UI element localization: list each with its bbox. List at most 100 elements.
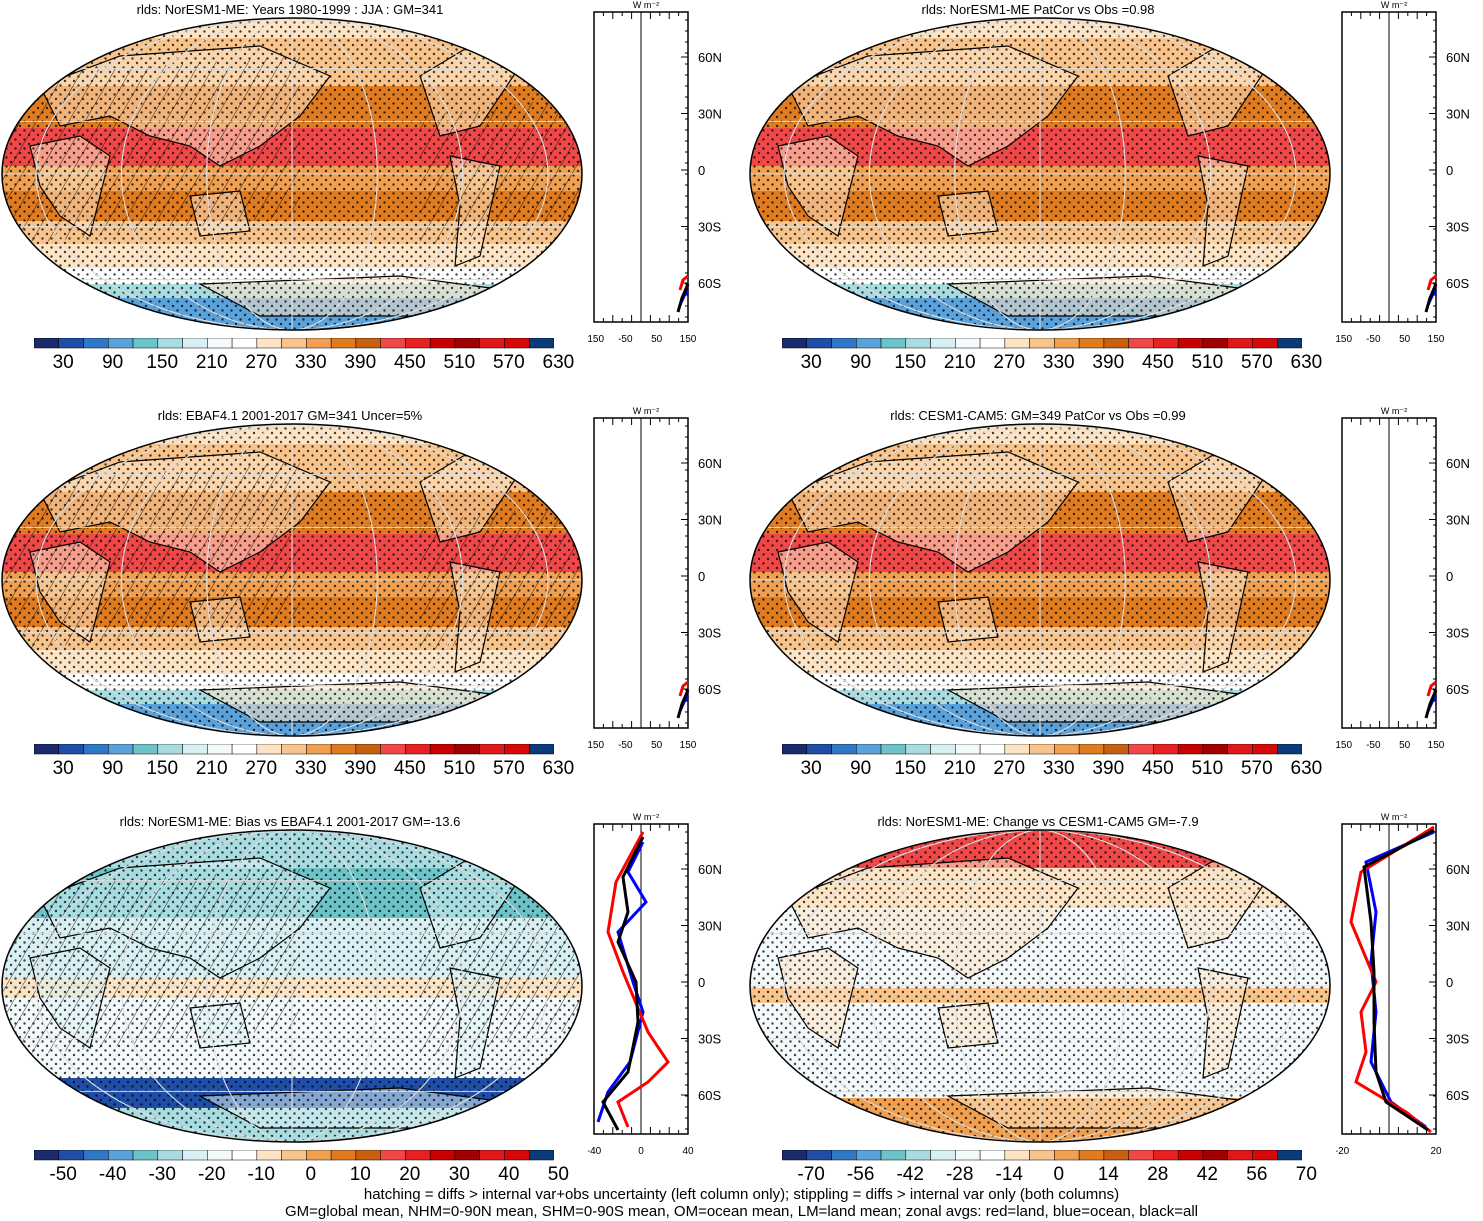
zonal-unit-label: W m⁻² <box>1381 406 1407 416</box>
colorbar-tick-label: 90 <box>850 352 872 373</box>
colorbar-tick-label: 450 <box>1141 758 1174 779</box>
zonal-lat-label: 30N <box>1446 919 1470 934</box>
zonal-x-tick-label: 150 <box>680 740 697 751</box>
colorbar-tick-label: 210 <box>195 758 228 779</box>
panel-p5: rlds: NorESM1-ME: Bias vs EBAF4.1 2001-2… <box>0 812 740 1212</box>
zonal-lat-label: 30S <box>698 220 721 235</box>
colorbar-tick-label: 330 <box>294 758 327 779</box>
colorbar-tick-label: 570 <box>1240 352 1273 373</box>
zonal-lat-label: 60S <box>1446 682 1469 697</box>
zonal-x-tick-label: 150 <box>1428 740 1445 751</box>
colorbar <box>34 744 554 755</box>
zonal-lat-label: 0 <box>698 163 705 178</box>
zonal-mean-plot: W m⁻² 60N 30N 0 30S 60S -150 -50 50 150 <box>1336 406 1470 751</box>
map-title: rlds: NorESM1-ME: Change vs CESM1-CAM5 G… <box>877 814 1199 829</box>
colorbar-tick-label: 0 <box>1053 1164 1065 1185</box>
zonal-x-tick-label: 40 <box>682 1146 694 1157</box>
colorbar <box>34 338 554 349</box>
zonal-x-tick-label: -150 <box>588 740 604 751</box>
zonal-x-tick-label: -20 <box>1336 1146 1350 1157</box>
zonal-lat-label: 60S <box>698 1088 721 1103</box>
colorbar-tick-label: 150 <box>894 758 927 779</box>
zonal-x-tick-label: -40 <box>588 1146 602 1157</box>
colorbar-tick-label: 28 <box>1147 1164 1169 1185</box>
zonal-lat-label: 30N <box>1446 513 1470 528</box>
colorbar-tick-label: 50 <box>547 1164 569 1185</box>
colorbar-tick-label: 90 <box>102 352 124 373</box>
colorbar-tick-label: 570 <box>492 758 525 779</box>
colorbar <box>782 1150 1302 1161</box>
colorbar-labels: -70 -56 -42 -28 -14 0 14 28 42 56 70 <box>782 1164 1317 1188</box>
colorbar-tick-label: 150 <box>146 758 179 779</box>
zonal-lat-label: 60N <box>698 456 722 471</box>
colorbar-tick-label: 150 <box>146 352 179 373</box>
colorbar-tick-label: 390 <box>344 758 377 779</box>
zonal-x-tick-label: -50 <box>618 740 633 751</box>
colorbar-tick-label: 30 <box>800 352 822 373</box>
zonal-lat-label: 30S <box>698 626 721 641</box>
colorbar-tick-label: 450 <box>1141 352 1174 373</box>
zonal-lat-label: 60S <box>1446 276 1469 291</box>
zonal-lat-label: 0 <box>1446 975 1453 990</box>
colorbar-tick-label: 14 <box>1097 1164 1119 1185</box>
colorbar-tick-label: 450 <box>393 352 426 373</box>
zonal-lat-label: 0 <box>698 569 705 584</box>
panel-p2: rlds: NorESM1-ME PatCor vs Obs =0.98 30 90… <box>748 0 1483 400</box>
zonal-unit-label: W m⁻² <box>633 812 659 822</box>
zonal-unit-label: W m⁻² <box>1381 812 1407 822</box>
panel-p1: rlds: NorESM1-ME: Years 1980-1999 : JJA … <box>0 0 740 400</box>
colorbar-tick-label: 10 <box>349 1164 371 1185</box>
zonal-lat-label: 60S <box>1446 1088 1469 1103</box>
colorbar-tick-label: 270 <box>245 352 278 373</box>
colorbar-tick-label: 210 <box>943 352 976 373</box>
colorbar-tick-label: 150 <box>894 352 927 373</box>
colorbar <box>782 744 1302 755</box>
footer-line-2: GM=global mean, NHM=0-90N mean, SHM=0-90… <box>284 1203 1198 1220</box>
panel-p4: rlds: CESM1-CAM5: GM=349 PatCor vs Obs =… <box>748 406 1483 806</box>
zonal-lat-label: 60N <box>1446 456 1470 471</box>
colorbar-tick-label: 40 <box>498 1164 520 1185</box>
colorbar-tick-label: -20 <box>197 1164 226 1185</box>
colorbar-tick-label: 510 <box>1191 352 1224 373</box>
panel-p3: rlds: EBAF4.1 2001-2017 GM=341 Uncer=5% 3… <box>0 406 740 806</box>
zonal-x-tick-label: 50 <box>1399 740 1411 751</box>
colorbar-tick-label: -56 <box>846 1164 875 1185</box>
colorbar-labels: 30 90 150 210 270 330 390 450 510 570 630 <box>34 758 575 782</box>
colorbar-labels: 30 90 150 210 270 330 390 450 510 570 630 <box>34 352 575 376</box>
zonal-lat-label: 60S <box>698 682 721 697</box>
colorbar-tick-label: -42 <box>896 1164 924 1185</box>
colorbar-tick-label: 56 <box>1246 1164 1268 1185</box>
colorbar-tick-label: 270 <box>993 352 1026 373</box>
zonal-x-tick-label: 150 <box>1428 334 1445 345</box>
colorbar-tick-label: 510 <box>1191 758 1224 779</box>
colorbar-tick-label: 390 <box>1092 352 1125 373</box>
colorbar-tick-label: 630 <box>542 758 575 779</box>
colorbar-tick-label: 210 <box>943 758 976 779</box>
zonal-x-tick-label: -150 <box>1336 740 1352 751</box>
zonal-lat-label: 30S <box>698 1032 721 1047</box>
colorbar-labels: 30 90 150 210 270 330 390 450 510 570 630 <box>782 758 1323 782</box>
zonal-lat-label: 30S <box>1446 220 1469 235</box>
colorbar-tick-label: -30 <box>148 1164 176 1185</box>
colorbar-tick-label: -10 <box>247 1164 275 1185</box>
map-title: rlds: NorESM1-ME: Bias vs EBAF4.1 2001-2… <box>119 814 461 829</box>
map-title: rlds: NorESM1-ME PatCor vs Obs =0.98 <box>921 2 1155 17</box>
colorbar-tick-label: -50 <box>49 1164 77 1185</box>
zonal-mean-plot: W m⁻² 60N 30N 0 30S 60S -20 20 <box>1336 812 1470 1157</box>
zonal-x-tick-label: -50 <box>618 334 633 345</box>
colorbar-tick-label: 30 <box>52 352 74 373</box>
map <box>1 17 583 331</box>
colorbar-tick-label: 330 <box>1042 758 1075 779</box>
zonal-lat-label: 30N <box>1446 107 1470 122</box>
colorbar-tick-label: 42 <box>1196 1164 1218 1185</box>
zonal-x-tick-label: -50 <box>1366 740 1381 751</box>
zonal-lat-label: 30N <box>698 107 722 122</box>
colorbar-tick-label: 270 <box>245 758 278 779</box>
zonal-lat-label: 0 <box>1446 163 1453 178</box>
map <box>749 829 1331 1143</box>
colorbar-tick-label: 450 <box>393 758 426 779</box>
zonal-x-tick-label: -150 <box>1336 334 1352 345</box>
map <box>749 17 1331 331</box>
zonal-mean-plot: W m⁻² 60N 30N 0 30S 60S -40 0 40 <box>588 812 722 1157</box>
map <box>749 423 1331 737</box>
